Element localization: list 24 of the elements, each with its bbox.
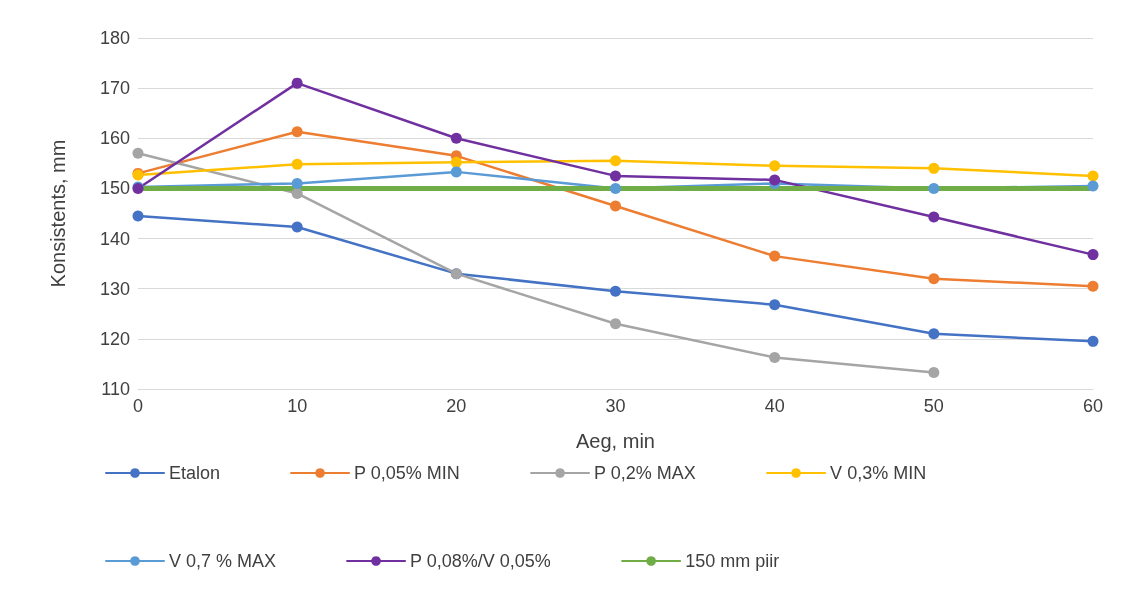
legend-label: P 0,05% MIN — [354, 463, 460, 483]
x-tick-label: 60 — [1082, 396, 1104, 416]
x-tick-label: 40 — [764, 396, 785, 416]
y-tick-label: 130 — [99, 278, 130, 299]
legend-label: P 0,08%/V 0,05% — [410, 551, 551, 571]
x-tick-label: 0 — [132, 396, 144, 416]
y-tick-label: 170 — [99, 78, 130, 99]
y-tick-label: 120 — [99, 328, 130, 349]
legend-label: 150 mm piir — [685, 551, 780, 571]
y-tick-label: 150 — [99, 178, 130, 199]
legend-label: V 0,7 % MAX — [169, 551, 277, 571]
x-axis-title: Aeg, min — [576, 430, 655, 452]
legend-label: P 0,2% MAX — [594, 463, 696, 483]
y-tick-label: 160 — [99, 128, 130, 149]
y-tick-label: 140 — [99, 228, 130, 249]
y-axis-title: Konsistents, mm — [47, 139, 69, 288]
x-tick-label: 50 — [923, 396, 944, 416]
x-tick-label: 30 — [605, 396, 626, 416]
y-tick-label: 110 — [101, 379, 130, 399]
y-tick-label: 180 — [99, 28, 130, 48]
x-tick-label: 10 — [287, 396, 308, 416]
x-tick-label: 20 — [446, 396, 467, 416]
legend-label: V 0,3% MIN — [830, 463, 927, 483]
legend-label: Etalon — [169, 463, 221, 483]
